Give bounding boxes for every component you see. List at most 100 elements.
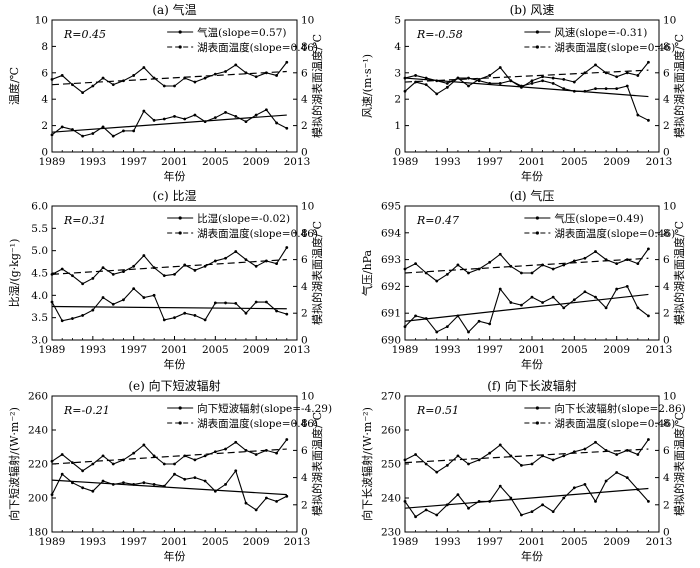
x-tick-label: 1993 [434,156,461,168]
y-tick-label: 4 [41,94,48,106]
data-point [562,306,566,310]
x-tick-label: 1989 [392,156,419,168]
x-tick-label: 2001 [519,156,546,168]
data-point [244,120,248,124]
y2-axis-label: 模拟的湖表面温度/℃ [672,34,686,138]
y2-tick-label: 8 [663,41,670,53]
x-tick-label: 1993 [79,536,106,548]
data-point [456,76,460,80]
data-point [414,262,417,266]
data-point [254,453,258,456]
data-point [275,500,278,503]
data-point [264,300,268,304]
data-point [254,113,258,117]
data-point [142,481,146,485]
data-point [224,447,227,451]
data-point [445,272,449,276]
y2-tick-label: 2 [301,120,308,132]
data-point [173,114,176,118]
data-point [541,79,544,83]
data-point [213,116,217,120]
legend-entry: 风速(slope=-0.31) [554,27,647,39]
data-point [520,513,523,517]
data-point [111,302,115,306]
legend-marker [535,421,539,425]
series-line-0 [404,471,649,518]
legend-entry: 湖表面温度(slope=0.46) [554,417,675,430]
data-point [583,256,587,260]
data-point [572,298,576,302]
data-point [414,74,417,77]
legend-marker [178,406,182,410]
y2-tick-label: 10 [301,201,314,213]
y2-tick-label: 6 [663,254,670,266]
data-point [285,60,289,64]
x-tick-label: 1989 [39,536,66,548]
x-tick-label: 1997 [476,156,503,168]
y2-tick-label: 6 [301,445,308,457]
y2-tick-label: 8 [301,227,308,239]
data-point [488,74,492,77]
y-tick-label: 2 [41,120,48,132]
data-point [498,252,502,256]
legend-entry: 湖表面温度(slope=0.46) [197,227,318,240]
x-tick-label: 1993 [434,536,461,548]
y2-tick-label: 8 [301,41,308,53]
data-point [224,70,227,73]
data-point [403,325,407,328]
data-point [625,285,629,288]
data-point [615,87,619,91]
chart-title: (a) 气温 [152,2,196,17]
data-point [203,479,207,483]
data-point [101,125,105,129]
trend-line-0 [404,293,649,322]
data-point [594,250,597,253]
x-tick-label: 2013 [284,156,311,168]
data-point [562,496,566,500]
data-point [122,481,125,485]
data-point [213,301,217,305]
data-point [122,129,125,133]
legend-entry: 气压(slope=0.49) [554,212,643,225]
series-line-0 [51,109,288,137]
data-point [530,79,534,83]
legend-marker [178,421,182,425]
x-tick-label: 2001 [161,156,188,168]
x-tick-label: 2005 [561,536,588,548]
data-point [435,279,439,283]
trend-line-0 [51,114,287,133]
data-point [477,267,481,271]
chart-title: (e) 向下短波辐射 [128,378,220,393]
data-point [625,71,629,75]
data-point [101,266,105,270]
data-point [224,111,227,114]
data-point [488,322,492,326]
data-point [551,510,555,513]
data-point [498,66,502,69]
data-point [647,118,650,122]
data-point [572,450,576,454]
legend-marker [535,30,539,34]
r-annotation: R=0.51 [416,404,459,417]
data-point [142,254,146,257]
data-point [583,290,587,294]
data-point [520,463,523,467]
data-point [488,260,492,264]
data-point [414,314,417,318]
data-point [234,63,238,67]
data-point [530,510,534,513]
data-point [520,303,523,307]
y2-tick-label: 6 [663,67,670,79]
y-tick-label: 250 [381,459,401,471]
data-point [615,471,619,474]
y2-tick-label: 4 [663,281,670,293]
x-tick-label: 1993 [434,344,461,356]
data-point [213,259,217,263]
data-point [234,301,238,305]
x-tick-label: 1997 [476,344,503,356]
y2-tick-label: 8 [663,227,670,239]
data-point [594,500,597,503]
x-tick-label: 2009 [603,156,630,168]
r-annotation: R=0.31 [63,214,106,227]
